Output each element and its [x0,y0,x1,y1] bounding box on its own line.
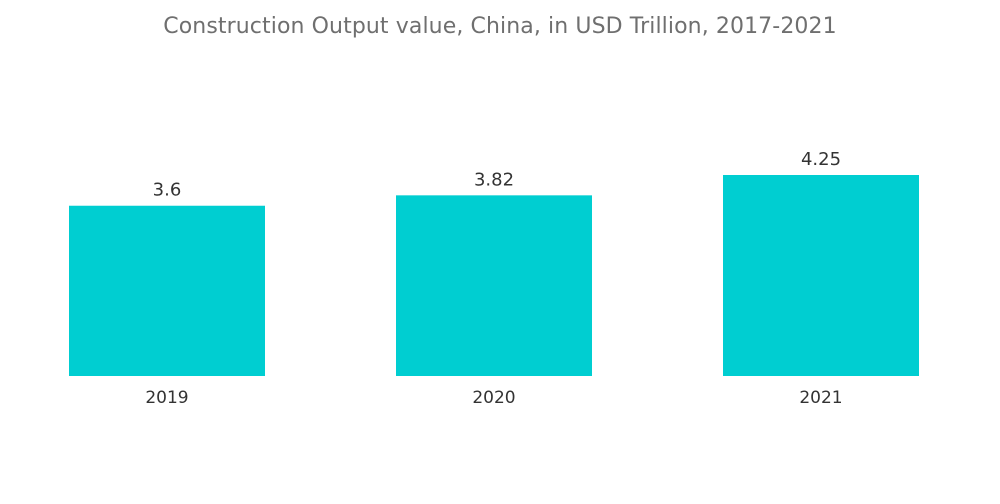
x-tick-label-2020: 2020 [472,388,515,408]
x-tick-label-2019: 2019 [145,388,188,408]
data-label-2020: 3.82 [474,169,514,190]
data-label-2021: 4.25 [801,149,841,170]
chart-title: Construction Output value, China, in USD… [163,14,837,39]
bar-2021 [723,175,919,376]
x-tick-label-2021: 2021 [799,388,842,408]
data-label-2019: 3.6 [153,180,182,201]
bar-2020 [396,195,592,376]
bar-2019 [69,205,265,376]
